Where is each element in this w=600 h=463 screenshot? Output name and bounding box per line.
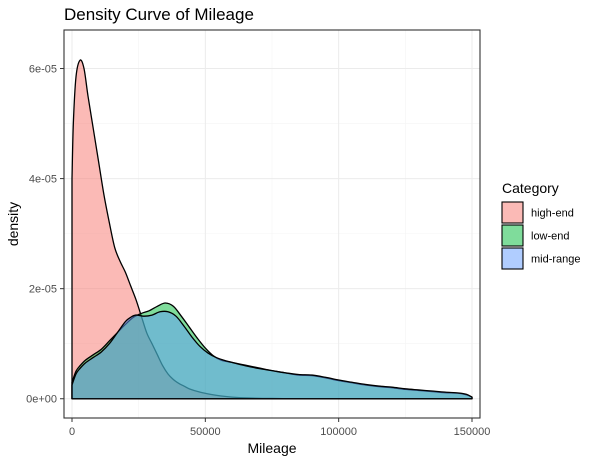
y-tick-label: 0e+00 — [26, 394, 57, 406]
legend-items: high-end low-end mid-range — [501, 201, 581, 270]
y-axis-title: density — [5, 202, 21, 246]
x-tick-label: 150000 — [454, 426, 491, 438]
legend-key-low-end — [501, 224, 524, 247]
legend-label-high-end: high-end — [531, 208, 574, 220]
legend-title: Category — [502, 180, 559, 196]
density-area-mid-range — [71, 310, 473, 400]
x-tick-label: 50000 — [190, 426, 221, 438]
y-tick-label: 6e-05 — [29, 64, 57, 76]
x-tick-label: 0 — [69, 426, 75, 438]
y-tick-label: 4e-05 — [29, 174, 57, 186]
panel-border — [63, 29, 481, 419]
legend-key-high-end — [501, 201, 524, 224]
density-areas — [71, 59, 473, 400]
legend: Category high-end low-end mid-range — [501, 180, 581, 270]
y-tick-label: 2e-05 — [29, 284, 57, 296]
x-tick-label: 100000 — [320, 426, 357, 438]
plot-panel — [63, 29, 481, 419]
legend-label-low-end: low-end — [531, 231, 570, 243]
chart-title: Density Curve of Mileage — [64, 5, 254, 24]
legend-label-mid-range: mid-range — [531, 254, 581, 266]
x-axis: 0 50000 100000 150000 — [69, 418, 490, 438]
y-axis: 0e+00 2e-05 4e-05 6e-05 — [26, 64, 64, 406]
x-axis-title: Mileage — [247, 440, 296, 456]
legend-key-mid-range — [501, 247, 524, 270]
